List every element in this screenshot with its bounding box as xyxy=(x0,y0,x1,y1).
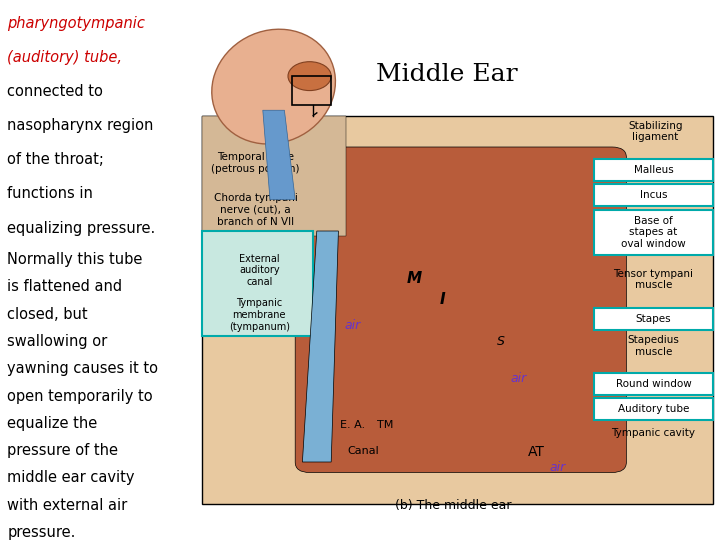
Text: middle ear cavity: middle ear cavity xyxy=(7,470,135,485)
Text: Chorda tympani
nerve (cut), a
branch of N VII: Chorda tympani nerve (cut), a branch of … xyxy=(214,193,297,227)
Text: Normally this tube: Normally this tube xyxy=(7,252,143,267)
Ellipse shape xyxy=(212,29,336,144)
Text: Stapedius
muscle: Stapedius muscle xyxy=(627,335,680,357)
FancyBboxPatch shape xyxy=(202,116,346,237)
Text: is flattened and: is flattened and xyxy=(7,279,122,294)
Text: I: I xyxy=(440,292,446,307)
Text: Tympanic
membrane
(tympanum): Tympanic membrane (tympanum) xyxy=(229,299,289,332)
FancyBboxPatch shape xyxy=(594,308,713,330)
FancyBboxPatch shape xyxy=(594,159,713,181)
Polygon shape xyxy=(263,110,295,199)
Text: (b) The middle ear: (b) The middle ear xyxy=(395,499,512,512)
Text: Temporal bone
(petrous portion): Temporal bone (petrous portion) xyxy=(212,152,300,173)
Text: TM: TM xyxy=(377,420,393,430)
Text: Malleus: Malleus xyxy=(634,165,673,175)
Text: pressure of the: pressure of the xyxy=(7,443,118,458)
Text: yawning causes it to: yawning causes it to xyxy=(7,361,158,376)
Text: closed, but: closed, but xyxy=(7,307,88,322)
Text: swallowing or: swallowing or xyxy=(7,334,107,349)
Text: pressure.: pressure. xyxy=(7,525,76,540)
Text: Tympanic cavity: Tympanic cavity xyxy=(611,428,696,437)
Text: Incus: Incus xyxy=(639,190,667,200)
Text: Stabilizing
ligament: Stabilizing ligament xyxy=(628,121,683,143)
Text: Base of
stapes at
oval window: Base of stapes at oval window xyxy=(621,215,685,249)
Text: (auditory) tube,: (auditory) tube, xyxy=(7,50,122,65)
Text: nasopharynx region: nasopharynx region xyxy=(7,118,153,133)
Text: Canal: Canal xyxy=(348,447,379,456)
Text: AT: AT xyxy=(528,444,545,458)
Text: air: air xyxy=(550,461,566,474)
Text: air: air xyxy=(510,372,526,384)
Text: air: air xyxy=(345,319,361,332)
Text: with external air: with external air xyxy=(7,498,127,512)
FancyBboxPatch shape xyxy=(202,231,313,336)
Text: Auditory tube: Auditory tube xyxy=(618,404,689,414)
Text: S: S xyxy=(497,335,504,348)
Text: pharyngotympanic: pharyngotympanic xyxy=(7,16,145,31)
Ellipse shape xyxy=(288,62,331,91)
Text: Round window: Round window xyxy=(616,379,691,389)
Text: M: M xyxy=(406,271,422,286)
Text: functions in: functions in xyxy=(7,186,93,201)
Text: Stapes: Stapes xyxy=(636,314,671,323)
Text: Middle Ear: Middle Ear xyxy=(376,63,517,86)
Text: equalizing pressure.: equalizing pressure. xyxy=(7,220,156,235)
Text: connected to: connected to xyxy=(7,84,103,99)
Text: Tensor tympani
muscle: Tensor tympani muscle xyxy=(613,269,693,291)
FancyBboxPatch shape xyxy=(594,373,713,395)
Text: open temporarily to: open temporarily to xyxy=(7,388,153,403)
Text: of the throat;: of the throat; xyxy=(7,152,104,167)
FancyBboxPatch shape xyxy=(295,147,626,472)
Polygon shape xyxy=(302,231,338,462)
Text: External
auditory
canal: External auditory canal xyxy=(239,254,279,287)
FancyBboxPatch shape xyxy=(202,116,713,504)
FancyBboxPatch shape xyxy=(594,184,713,206)
Text: E. A.: E. A. xyxy=(341,420,365,430)
FancyBboxPatch shape xyxy=(594,398,713,420)
FancyBboxPatch shape xyxy=(594,210,713,255)
Text: equalize the: equalize the xyxy=(7,416,97,431)
